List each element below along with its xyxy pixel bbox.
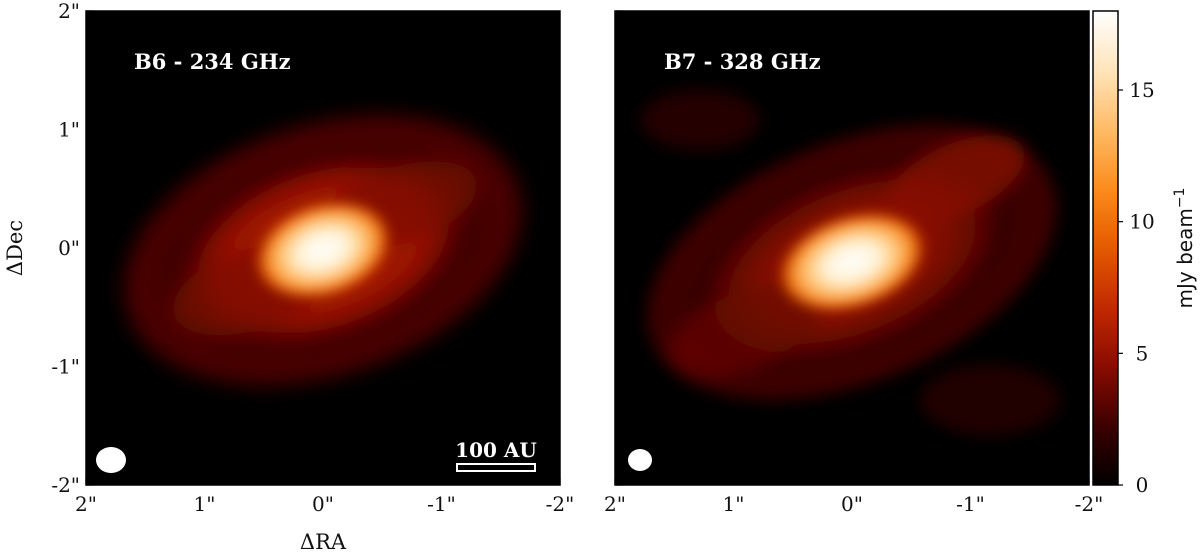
left-panel-y-tick-label: 0" xyxy=(58,236,80,260)
right-panel-x-tick-label: -2" xyxy=(1075,492,1104,516)
left-panel-y-tick-label: -2" xyxy=(51,473,80,497)
left-panel-x-tick-label: -2" xyxy=(546,492,575,516)
right-panel-x-tick-label: 1" xyxy=(723,492,745,516)
left-panel-label: B6 - 234 GHz xyxy=(134,49,291,74)
colorbar-tick-label: 5 xyxy=(1136,341,1149,365)
left-panel-y-tick-label: 1" xyxy=(58,118,80,142)
colorbar: 0 5 10 15 mJy beam−1 xyxy=(1092,10,1197,497)
scale-bar-label: 100 AU xyxy=(455,438,537,462)
left-panel-ticks: 2" 1" 0" -1" -2"2"1"0"-1"-2" xyxy=(51,0,574,516)
right-panel-x-tick-label: -1" xyxy=(956,492,985,516)
right-panel-x-tick-label: 2" xyxy=(604,492,626,516)
left-panel-x-tick-label: 0" xyxy=(312,492,334,516)
right-panel-x-tick-label: 0" xyxy=(841,492,863,516)
colorbar-tick-label: 15 xyxy=(1129,78,1154,102)
colorbar-tick-label: 10 xyxy=(1129,210,1154,234)
left-image-panel: 100 AU B6 - 234 GHz 2" 1" 0" -1" -2"2"1"0"-1… xyxy=(51,0,574,516)
beam-ellipse-left xyxy=(96,447,126,473)
scale-bar xyxy=(456,463,536,472)
y-axis-title: ΔDec xyxy=(3,220,27,276)
x-axis-title: ΔRA xyxy=(300,530,347,554)
left-panel-x-tick-label: -1" xyxy=(427,492,456,516)
right-panel-label: B7 - 328 GHz xyxy=(664,49,821,74)
beam-ellipse-right xyxy=(628,449,652,471)
right-image-panel: B7 - 328 GHz 2" 1" 0" -1" -2" xyxy=(604,10,1104,516)
colorbar-tick-label: 0 xyxy=(1136,473,1149,497)
colorbar-label: mJy beam−1 xyxy=(1172,188,1197,309)
left-panel-x-tick-label: 2" xyxy=(75,492,97,516)
right-panel-ticks: 2" 1" 0" -1" -2" xyxy=(604,10,1104,516)
left-panel-y-tick-label: 2" xyxy=(58,0,80,23)
left-panel-y-tick-label: -1" xyxy=(51,355,80,379)
left-panel-x-tick-label: 1" xyxy=(194,492,216,516)
